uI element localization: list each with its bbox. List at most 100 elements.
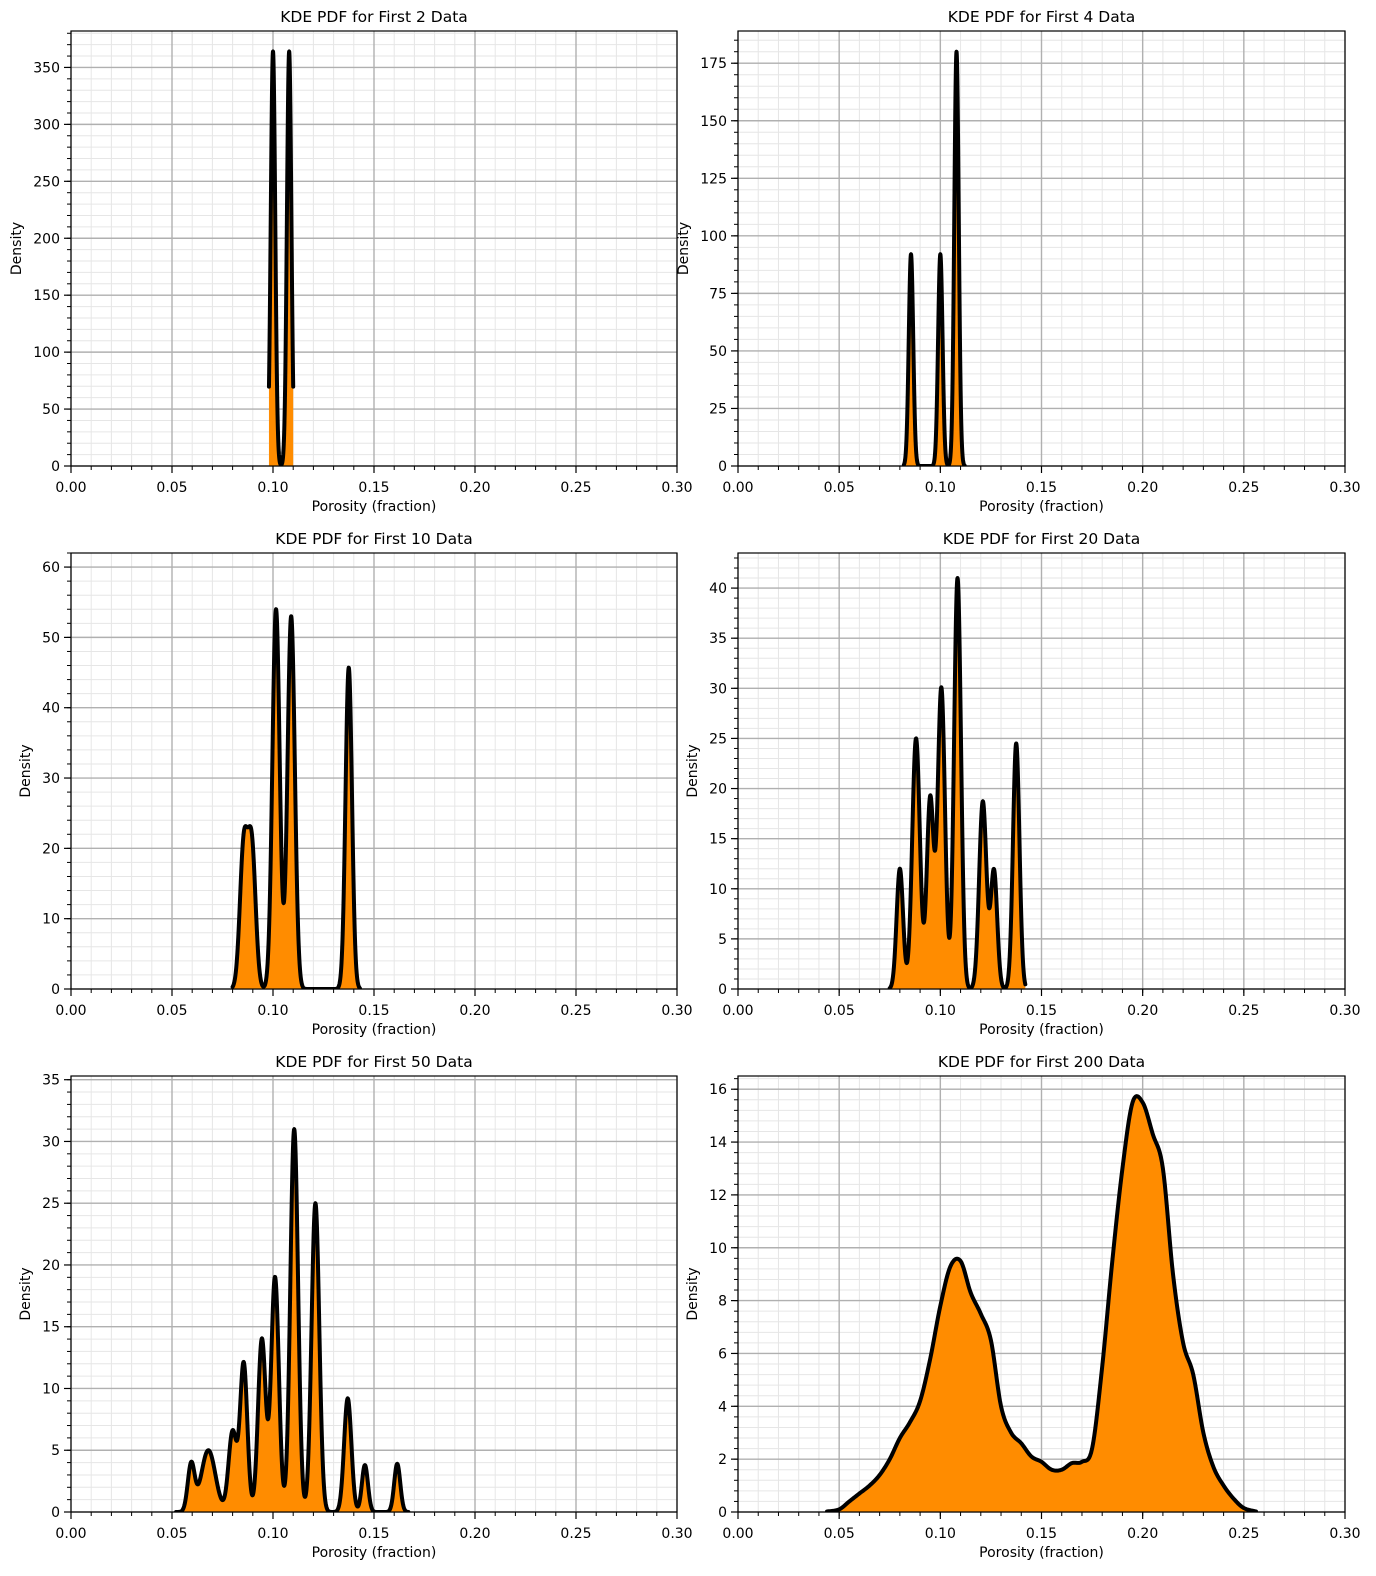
x-tick-label: 0.15 [1026, 1003, 1057, 1019]
x-tick-label: 0.20 [459, 1526, 490, 1542]
y-tick-label: 60 [42, 560, 60, 576]
y-tick-label: 50 [42, 402, 60, 418]
x-tick-label: 0.30 [661, 480, 692, 496]
x-axis-label: Porosity (fraction) [979, 499, 1104, 515]
y-tick-label: 0 [51, 459, 60, 475]
y-tick-label: 10 [709, 1241, 727, 1257]
x-tick-label: 0.25 [560, 1003, 591, 1019]
x-tick-label: 0.15 [358, 1003, 389, 1019]
y-tick-label: 0 [718, 459, 727, 475]
y-tick-label: 6 [718, 1346, 727, 1362]
y-tick-label: 100 [700, 229, 727, 245]
y-tick-label: 30 [709, 681, 727, 697]
x-tick-label: 0.30 [1329, 480, 1360, 496]
subplot-first-2-data: 0.00 0.05 0.10 0.15 0.20 0.25 0.30 0 50 100 150 200… [9, 8, 693, 515]
x-axis-label: Porosity (fraction) [979, 1545, 1104, 1561]
y-tick-label: 10 [42, 912, 60, 928]
x-axis-label: Porosity (fraction) [312, 1545, 437, 1561]
density-line [901, 49, 967, 466]
y-tick-label: 150 [33, 288, 60, 304]
y-tick-label: 15 [42, 1320, 60, 1336]
major-grid [737, 553, 1346, 990]
y-tick-label: 25 [709, 401, 727, 417]
x-tick-label: 0.00 [722, 1003, 753, 1019]
x-tick-label: 0.30 [1329, 1526, 1360, 1542]
y-tick-label: 0 [718, 1505, 727, 1521]
y-axis-label: Density [18, 744, 34, 797]
y-tick-label: 40 [709, 581, 727, 597]
y-axis-label: Density [685, 1267, 701, 1320]
y-tick-label: 12 [709, 1188, 727, 1204]
x-axis-label: Porosity (fraction) [312, 1022, 437, 1038]
x-tick-label: 0.20 [1127, 1003, 1158, 1019]
x-tick-label: 0.10 [257, 480, 288, 496]
x-tick-label: 0.15 [358, 1526, 389, 1542]
y-tick-label: 75 [709, 286, 727, 302]
x-tick-label: 0.30 [1329, 1003, 1360, 1019]
y-tick-label: 25 [42, 1196, 60, 1212]
y-tick-label: 14 [709, 1135, 727, 1151]
y-tick-label: 300 [33, 117, 60, 133]
x-tick-label: 0.25 [560, 480, 591, 496]
y-tick-label: 2 [718, 1452, 727, 1468]
x-tick-label: 0.05 [156, 480, 187, 496]
subplot-first-50-data: 0.00 0.05 0.10 0.15 0.20 0.25 0.30 0 5 10 15 20 25 30… [18, 1053, 693, 1561]
y-tick-label: 35 [709, 631, 727, 647]
subplot-first-20-data: 0.00 0.05 0.10 0.15 0.20 0.25 0.30 0 5 10 15 20 25 30… [685, 530, 1361, 1038]
y-tick-label: 5 [718, 932, 727, 948]
x-tick-label: 0.05 [156, 1003, 187, 1019]
y-tick-label: 20 [42, 1258, 60, 1274]
y-axis-label: Density [9, 222, 25, 275]
x-tick-label: 0.10 [257, 1003, 288, 1019]
x-tick-label: 0.00 [55, 1526, 86, 1542]
y-tick-label: 4 [718, 1399, 727, 1415]
major-grid [70, 31, 678, 467]
x-tick-label: 0.05 [824, 1526, 855, 1542]
chart-title: KDE PDF for First 20 Data [943, 530, 1140, 548]
density-line [266, 49, 296, 466]
density-line [230, 607, 362, 989]
y-tick-label: 150 [700, 114, 727, 130]
x-tick-label: 0.25 [560, 1526, 591, 1542]
x-tick-label: 0.10 [925, 480, 956, 496]
y-tick-label: 0 [718, 982, 727, 998]
y-tick-label: 30 [42, 771, 60, 787]
major-grid [70, 1076, 678, 1513]
y-tick-label: 20 [709, 782, 727, 798]
y-tick-label: 16 [709, 1082, 727, 1098]
y-tick-label: 125 [700, 171, 727, 187]
y-tick-label: 250 [33, 174, 60, 190]
subplot-first-4-data: 0.00 0.05 0.10 0.15 0.20 0.25 0.30 0 25 50 75 100 12… [676, 8, 1361, 515]
y-tick-label: 350 [33, 60, 60, 76]
y-tick-label: 0 [51, 1505, 60, 1521]
x-tick-label: 0.10 [925, 1003, 956, 1019]
density-fill [903, 51, 965, 466]
y-tick-label: 100 [33, 345, 60, 361]
chart-title: KDE PDF for First 10 Data [275, 530, 472, 548]
y-tick-label: 15 [709, 832, 727, 848]
x-tick-label: 0.05 [156, 1526, 187, 1542]
subplot-first-10-data: 0.00 0.05 0.10 0.15 0.20 0.25 0.30 0 10 20 30 40 50 6… [18, 530, 693, 1038]
major-grid [70, 553, 678, 990]
x-axis-label: Porosity (fraction) [979, 1022, 1104, 1038]
x-tick-label: 0.15 [1026, 1526, 1057, 1542]
x-tick-label: 0.05 [824, 1003, 855, 1019]
x-tick-label: 0.10 [257, 1526, 288, 1542]
y-axis-label: Density [18, 1267, 34, 1320]
major-grid [737, 1076, 1346, 1513]
x-tick-label: 0.20 [1127, 1526, 1158, 1542]
x-tick-label: 0.20 [1127, 480, 1158, 496]
y-axis-label: Density [676, 222, 692, 275]
major-grid [737, 31, 1346, 467]
x-tick-label: 0.15 [1026, 480, 1057, 496]
chart-title: KDE PDF for First 200 Data [938, 1053, 1145, 1071]
y-tick-label: 175 [700, 56, 727, 72]
y-tick-label: 25 [709, 731, 727, 747]
y-tick-label: 0 [51, 982, 60, 998]
x-tick-label: 0.20 [459, 1003, 490, 1019]
x-tick-label: 0.25 [1228, 480, 1259, 496]
y-tick-label: 10 [42, 1381, 60, 1397]
x-tick-label: 0.00 [55, 1003, 86, 1019]
chart-title: KDE PDF for First 2 Data [280, 8, 468, 26]
